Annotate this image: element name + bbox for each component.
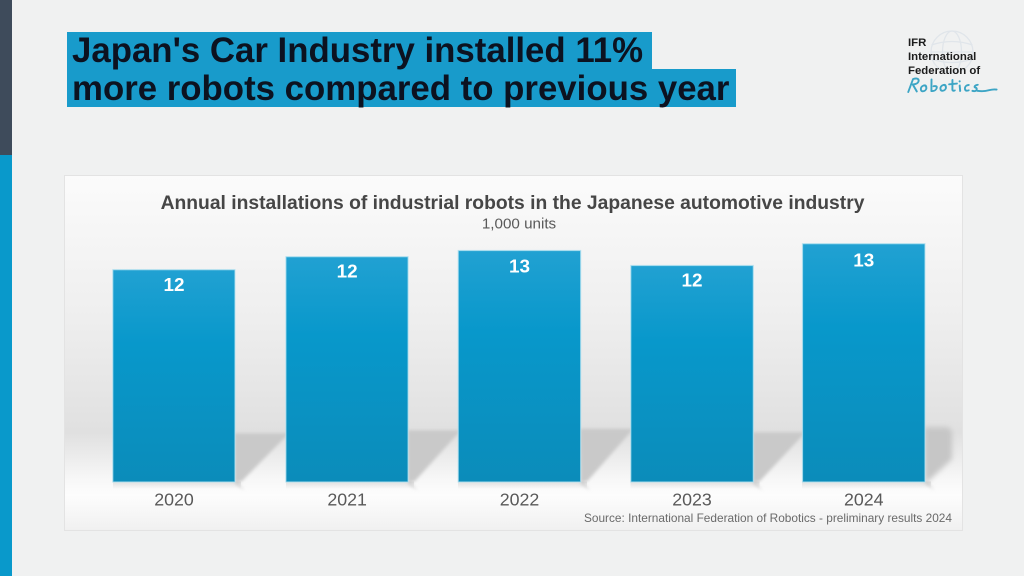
svg-text:12: 12 [337,261,358,282]
svg-text:2022: 2022 [500,490,540,510]
svg-text:2023: 2023 [672,490,712,510]
svg-text:Source: International Federati: Source: International Federation of Robo… [584,511,952,525]
svg-text:2020: 2020 [154,490,194,510]
svg-text:13: 13 [509,256,530,277]
svg-text:Annual installations of indust: Annual installations of industrial robot… [161,193,865,214]
svg-text:2024: 2024 [844,490,884,510]
svg-text:13: 13 [853,251,874,272]
svg-text:2021: 2021 [327,490,367,510]
svg-text:12: 12 [163,275,184,296]
svg-text:1,000 units: 1,000 units [482,216,557,233]
svg-text:12: 12 [681,271,702,292]
